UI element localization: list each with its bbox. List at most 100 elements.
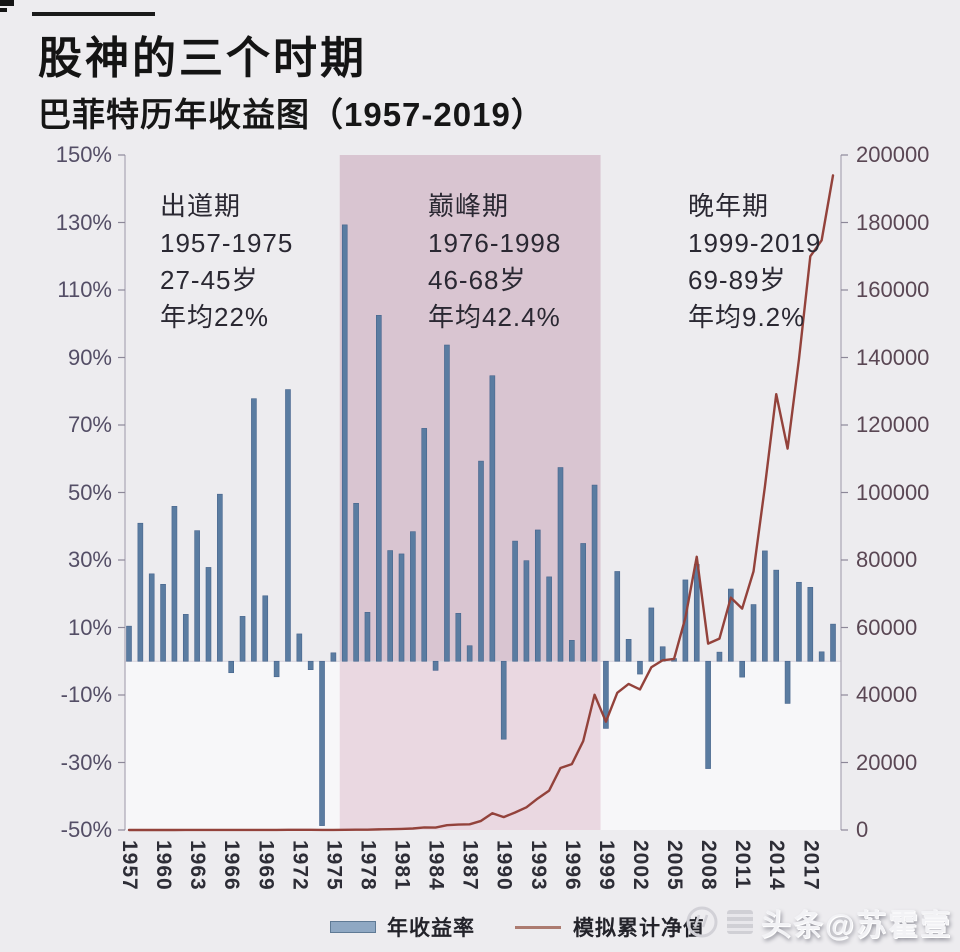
- annotation-period: 1999-2019: [688, 228, 822, 258]
- annual-return-bar: [784, 660, 791, 704]
- x-axis-year-label: 1969: [254, 840, 278, 891]
- annual-return-bar: [478, 460, 484, 662]
- annual-return-bar: [330, 652, 337, 662]
- x-axis-year-label: 1996: [560, 840, 584, 891]
- annual-return-bar: [398, 553, 405, 662]
- annotation-age: 46-68岁: [428, 265, 527, 295]
- line-series-swatch: [515, 925, 561, 929]
- annual-return-bar: [557, 467, 564, 662]
- x-axis-year-label: 2002: [628, 840, 652, 891]
- annual-return-bar: [421, 428, 428, 662]
- annual-return-bar: [500, 660, 507, 740]
- annual-return-bar: [569, 640, 575, 662]
- annotation-debut-period: 出道期 1957-1975 27-45岁 年均22%: [160, 188, 293, 336]
- annual-return-bar: [387, 550, 393, 662]
- annual-return-bar: [205, 567, 212, 662]
- annotation-avg-return: 年均9.2%: [688, 302, 806, 332]
- bar-series-swatch: [330, 921, 376, 933]
- chart-legend: 年收益率 模拟累计净值: [330, 914, 705, 940]
- annual-return-bar: [716, 651, 723, 662]
- annual-return-bar: [262, 595, 269, 662]
- annual-return-bar: [637, 660, 643, 675]
- x-axis-year-label: 1963: [186, 840, 210, 891]
- annual-return-bar: [341, 224, 348, 662]
- annual-return-bar: [466, 645, 473, 662]
- x-axis-year-label: 2014: [765, 840, 789, 891]
- left-axis-tick-label: 130%: [55, 209, 112, 235]
- annual-return-bar: [580, 543, 587, 662]
- annual-return-bar: [455, 613, 462, 662]
- page-subtitle: 巴菲特历年收益图（1957-2019）: [38, 96, 545, 133]
- annual-return-bar: [444, 344, 450, 662]
- annual-return-bar: [251, 398, 257, 662]
- right-axis-tick-label: 20000: [856, 749, 918, 775]
- x-axis-year-label: 2005: [663, 840, 687, 891]
- annual-return-bar: [410, 531, 416, 662]
- right-axis-tick-label: 140000: [856, 344, 930, 370]
- left-axis-tick-label: -50%: [60, 817, 112, 842]
- right-axis-tick-label: 0: [856, 817, 869, 842]
- x-axis-year-label: 1981: [390, 840, 414, 891]
- right-axis-tick-label: 120000: [856, 412, 930, 437]
- annual-return-bar: [614, 571, 621, 662]
- annual-return-bar: [739, 660, 745, 678]
- right-axis-tick-label: 40000: [856, 682, 918, 707]
- left-axis-tick-label: -30%: [60, 749, 112, 775]
- annual-return-bar: [603, 660, 609, 729]
- annual-return-bar: [307, 660, 314, 670]
- annual-return-bar: [750, 604, 757, 662]
- annotation-period: 1957-1975: [160, 228, 294, 258]
- x-axis-year-label: 1999: [594, 840, 618, 891]
- annual-return-bar: [148, 573, 155, 662]
- annual-return-bar: [217, 493, 223, 662]
- bar-series-label: 年收益率: [387, 917, 475, 940]
- annual-return-bar: [194, 530, 200, 662]
- annotation-title: 巅峰期: [428, 191, 510, 221]
- right-axis-tick-label: 60000: [856, 614, 918, 640]
- watermark-text: 头条@苏霍壹: [760, 909, 952, 942]
- x-axis-year-label: 1957: [118, 840, 141, 891]
- left-axis-tick-label: 10%: [67, 614, 112, 640]
- annual-return-bar: [273, 660, 280, 678]
- annual-return-bar: [818, 651, 825, 662]
- x-axis-year-label: 1966: [220, 840, 244, 891]
- annual-return-bar: [523, 560, 530, 662]
- annual-return-bar: [137, 522, 144, 662]
- annual-return-bar: [625, 639, 632, 662]
- annotation-age: 69-89岁: [688, 265, 787, 295]
- annual-return-bar: [171, 506, 178, 662]
- annual-return-bar: [512, 540, 518, 662]
- cumulative-value-line: [127, 174, 835, 832]
- annual-return-bar: [285, 389, 291, 662]
- annual-return-bar: [807, 587, 814, 662]
- annotation-title: 出道期: [160, 191, 242, 221]
- annual-return-bar: [296, 633, 303, 662]
- x-axis-year-label: 1993: [526, 840, 550, 891]
- highlight-band-lower: [339, 661, 601, 830]
- annotation-age: 27-45岁: [160, 265, 259, 295]
- x-axis-year-label: 1960: [152, 840, 176, 891]
- line-series-label: 模拟累计净值: [573, 917, 705, 940]
- highlight-band-upper: [339, 155, 601, 662]
- annual-return-bar: [648, 607, 655, 662]
- annual-return-bar: [239, 616, 246, 662]
- annual-return-bar: [364, 612, 371, 662]
- annual-return-bar: [319, 660, 325, 826]
- corner-mark-top: [0, 0, 14, 6]
- annual-return-bar: [762, 550, 768, 662]
- watermark-circle-icon: [686, 906, 718, 938]
- annual-return-bar: [489, 375, 496, 662]
- left-axis-tick-label: 110%: [57, 277, 112, 302]
- right-axis-tick-label: 180000: [856, 209, 930, 235]
- left-axis-tick-label: 30%: [67, 547, 112, 572]
- x-axis-year-label: 1987: [458, 840, 482, 891]
- x-axis-year-label: 1990: [492, 840, 516, 891]
- watermark: 头条@苏霍壹: [685, 900, 952, 944]
- x-axis-year-label: 1972: [288, 840, 312, 891]
- annual-return-bar: [546, 576, 552, 662]
- watermark-block-icon: [726, 910, 753, 934]
- annual-return-bar: [376, 315, 382, 662]
- left-axis-tick-label: 50%: [67, 479, 112, 505]
- x-axis-year-label: 2017: [799, 840, 823, 891]
